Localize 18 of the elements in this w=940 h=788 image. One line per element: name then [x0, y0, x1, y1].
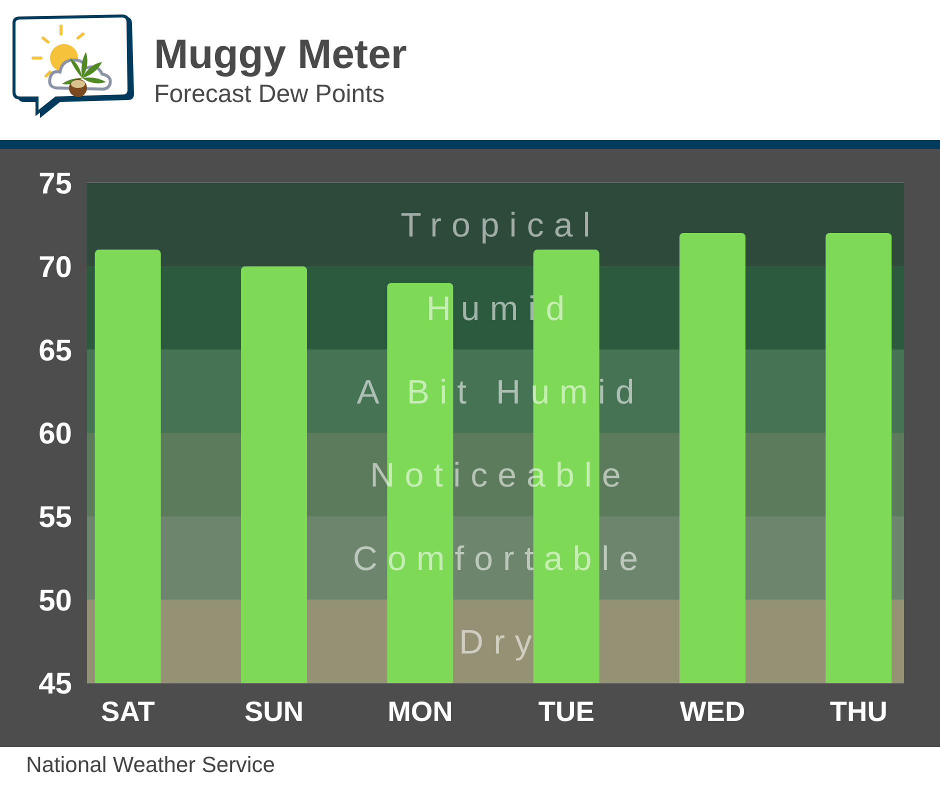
x-tick-label: TUE: [538, 696, 594, 727]
band-label: Tropical: [400, 206, 600, 245]
x-tick-label: WED: [680, 696, 746, 727]
y-tick-label: 60: [38, 418, 72, 451]
y-tick-label: 65: [38, 334, 72, 368]
text: National Weather Service: [26, 752, 276, 777]
chart-title: Muggy Meter: [154, 31, 407, 77]
y-tick-label: 70: [38, 250, 72, 284]
y-tick-label: 55: [38, 500, 72, 534]
x-tick-label: THU: [830, 696, 888, 727]
y-tick-label: 50: [38, 584, 72, 618]
y-tick-label: 45: [38, 668, 72, 701]
band-label: Dry: [459, 623, 542, 662]
x-tick-label: MON: [388, 696, 453, 727]
x-tick-label: SAT: [100, 696, 155, 727]
y-tick-label: 75: [38, 168, 72, 201]
chart-subtitle: Forecast Dew Points: [154, 80, 385, 108]
x-tick-label: SUN: [244, 696, 304, 727]
